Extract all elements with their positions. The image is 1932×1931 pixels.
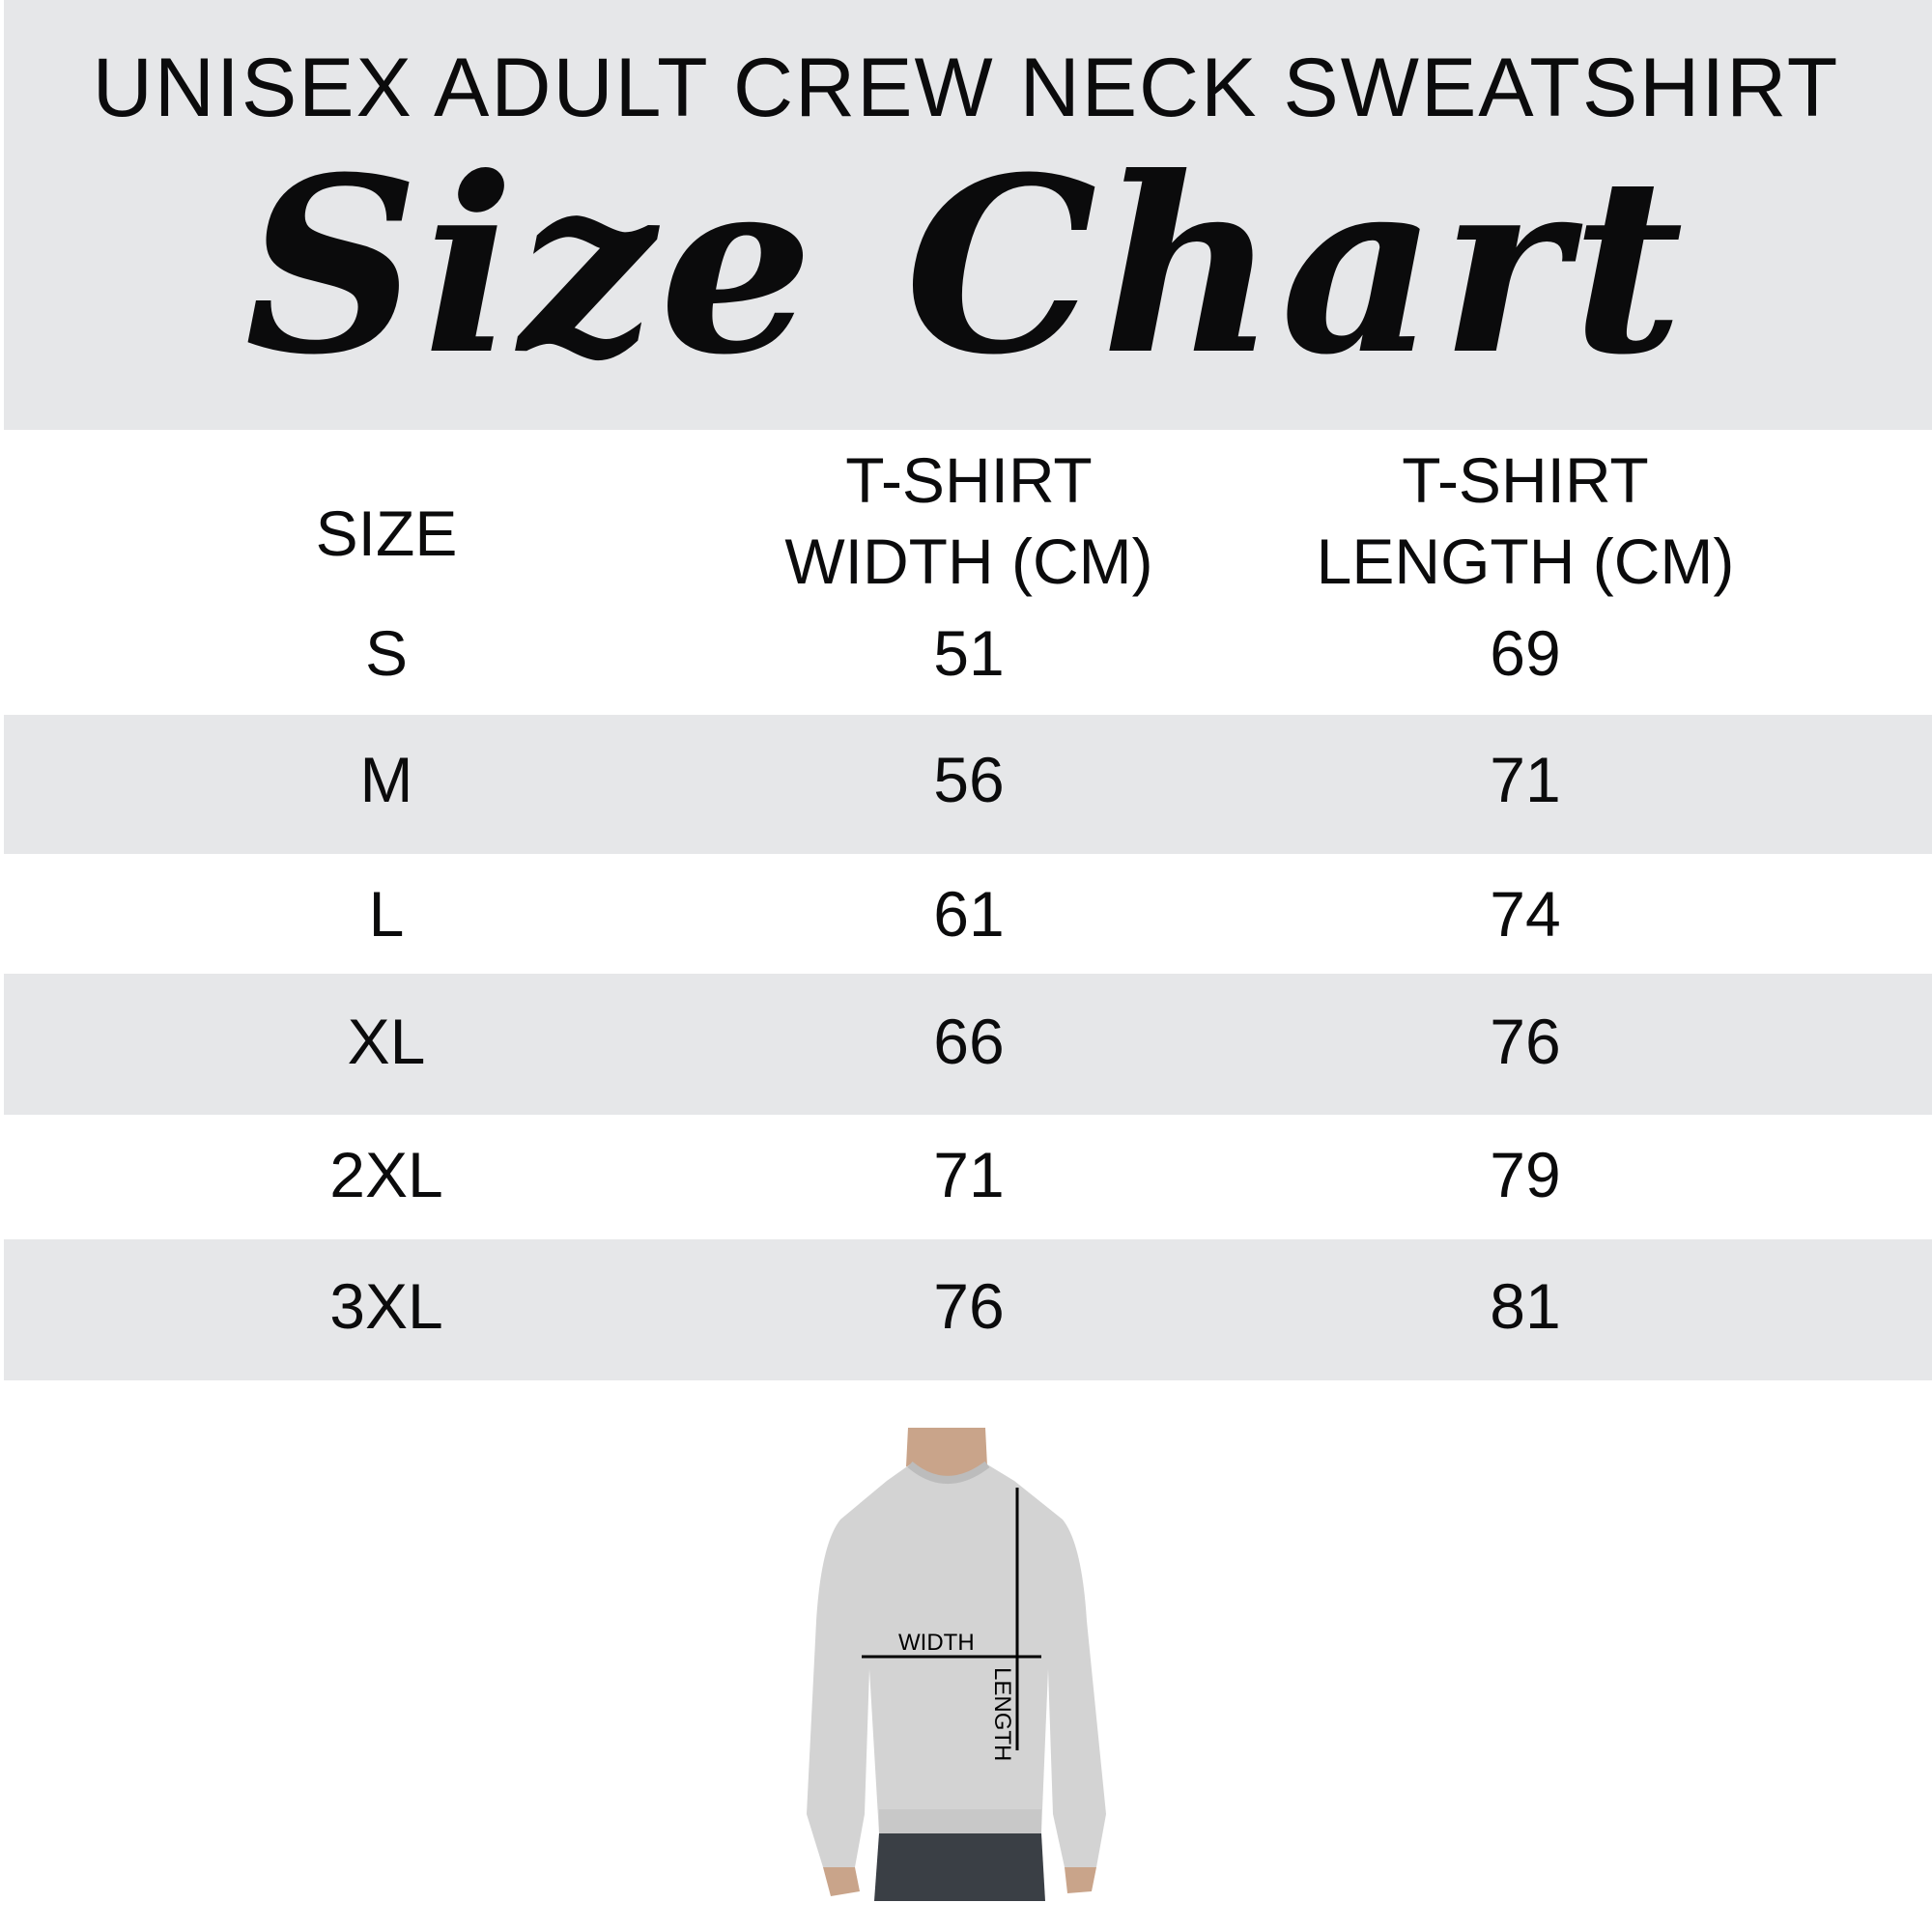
cell-width: 66 bbox=[933, 1006, 1005, 1077]
cell-size: L bbox=[368, 878, 405, 950]
row-stripe bbox=[4, 974, 1932, 1115]
column-header-length: T-SHIRT LENGTH (CM) bbox=[1317, 440, 1735, 602]
column-header-line: LENGTH (CM) bbox=[1316, 525, 1735, 597]
product-subtitle: UNISEX ADULT CREW NECK SWEATSHIRT bbox=[92, 42, 1840, 134]
cell-size: S bbox=[364, 617, 409, 689]
cell-length: 79 bbox=[1490, 1139, 1561, 1210]
cell-length: 69 bbox=[1490, 617, 1561, 689]
cell-length: 76 bbox=[1490, 1006, 1561, 1077]
jeans bbox=[874, 1833, 1045, 1901]
cell-width: 71 bbox=[933, 1139, 1005, 1210]
row-stripe bbox=[4, 1239, 1932, 1380]
column-header-line: WIDTH (CM) bbox=[784, 525, 1153, 597]
cell-width: 56 bbox=[933, 744, 1005, 815]
cell-width: 76 bbox=[933, 1270, 1005, 1342]
cell-width: 61 bbox=[933, 878, 1005, 950]
column-header-line: T-SHIRT bbox=[845, 444, 1093, 516]
cell-width: 51 bbox=[933, 617, 1005, 689]
cell-length: 74 bbox=[1490, 878, 1561, 950]
cell-length: 81 bbox=[1490, 1270, 1561, 1342]
sweatshirt-body bbox=[807, 1464, 1106, 1867]
cell-size: M bbox=[359, 744, 413, 815]
column-header-line: T-SHIRT bbox=[1402, 444, 1649, 516]
row-stripe bbox=[4, 715, 1932, 854]
cell-length: 71 bbox=[1490, 744, 1561, 815]
width-label: WIDTH bbox=[898, 1630, 975, 1656]
cell-size: 2XL bbox=[329, 1139, 443, 1210]
neck-skin bbox=[906, 1428, 987, 1477]
length-label: LENGTH bbox=[989, 1667, 1015, 1761]
column-header-width: T-SHIRT WIDTH (CM) bbox=[784, 440, 1152, 602]
sweatshirt-measurement-photo: WIDTH LENGTH bbox=[773, 1428, 1121, 1901]
header-banner bbox=[4, 0, 1932, 430]
page-title: Size Chart bbox=[244, 124, 1688, 408]
cell-size: 3XL bbox=[329, 1270, 443, 1342]
cell-size: XL bbox=[347, 1006, 426, 1077]
column-header-size: SIZE bbox=[315, 497, 458, 569]
